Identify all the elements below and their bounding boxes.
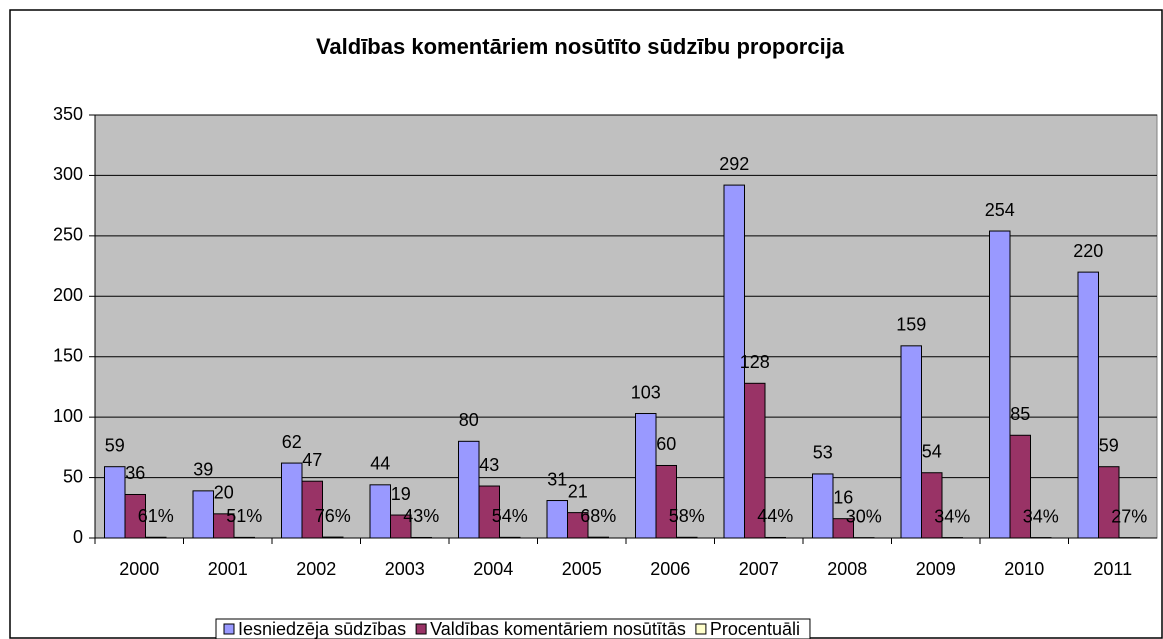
legend-swatch: [695, 623, 707, 635]
bar: [192, 490, 214, 539]
x-tick-label: 2006: [650, 559, 690, 579]
x-tick-label: 2007: [739, 559, 779, 579]
plot-area: [94, 114, 1158, 539]
data-label: 80: [459, 410, 479, 430]
data-label: 34%: [1023, 506, 1059, 526]
data-label: 59: [105, 435, 125, 455]
data-label: 30%: [846, 506, 882, 526]
data-label: 21: [568, 481, 588, 501]
data-label: 54: [922, 441, 942, 461]
data-label: 103: [631, 382, 661, 402]
y-tick-label: 250: [53, 225, 83, 245]
bar: [546, 500, 568, 539]
bar: [458, 440, 480, 539]
data-label: 54%: [492, 506, 528, 526]
bar: [104, 466, 126, 539]
data-label: 68%: [580, 506, 616, 526]
chart-title: Valdības komentāriem nosūtīto sūdzību pr…: [316, 34, 845, 59]
data-label: 128: [740, 352, 770, 372]
bar: [635, 413, 657, 539]
y-tick-label: 150: [53, 345, 83, 365]
data-label: 85: [1010, 404, 1030, 424]
bar: [812, 473, 834, 539]
data-label: 292: [719, 154, 749, 174]
data-label: 39: [193, 460, 213, 480]
x-tick-label: 2000: [119, 559, 159, 579]
x-tick-label: 2004: [473, 559, 513, 579]
data-label: 16: [833, 487, 853, 507]
legend-label: Valdības komentāriem nosūtītās: [430, 619, 686, 639]
data-label: 43%: [403, 506, 439, 526]
data-label: 44: [370, 454, 390, 474]
legend-label: Procentuāli: [710, 619, 800, 639]
data-label: 220: [1073, 241, 1103, 261]
bar: [1077, 271, 1099, 539]
y-tick-label: 300: [53, 164, 83, 184]
legend-label: Iesniedzēja sūdzības: [238, 619, 406, 639]
data-label: 43: [479, 455, 499, 475]
bar: [281, 462, 303, 539]
data-label: 47: [302, 450, 322, 470]
y-tick-label: 200: [53, 285, 83, 305]
bar: [989, 230, 1011, 539]
data-label: 36: [125, 463, 145, 483]
data-label: 58%: [669, 506, 705, 526]
y-tick-label: 350: [53, 104, 83, 124]
x-tick-label: 2008: [827, 559, 867, 579]
data-label: 254: [985, 200, 1015, 220]
y-tick-label: 0: [73, 527, 83, 547]
x-tick-label: 2005: [562, 559, 602, 579]
data-label: 19: [391, 484, 411, 504]
bar: [655, 464, 677, 539]
x-tick-label: 2009: [916, 559, 956, 579]
x-tick-label: 2010: [1004, 559, 1044, 579]
data-label: 53: [813, 443, 833, 463]
data-label: 20: [214, 483, 234, 503]
y-tick-label: 50: [63, 466, 83, 486]
bar: [1098, 466, 1120, 539]
data-label: 60: [656, 434, 676, 454]
data-label: 27%: [1111, 506, 1147, 526]
x-tick-label: 2001: [208, 559, 248, 579]
legend-box: [215, 618, 811, 639]
legend-swatch: [415, 623, 427, 635]
data-label: 51%: [226, 506, 262, 526]
data-label: 31: [547, 469, 567, 489]
data-label: 59: [1099, 435, 1119, 455]
bar: [900, 345, 922, 539]
data-label: 76%: [315, 506, 351, 526]
legend-swatch: [223, 623, 235, 635]
data-label: 44%: [757, 506, 793, 526]
y-tick-label: 100: [53, 406, 83, 426]
x-tick-label: 2002: [296, 559, 336, 579]
data-label: 159: [896, 315, 926, 335]
data-label: 61%: [138, 506, 174, 526]
data-label: 62: [282, 432, 302, 452]
data-label: 34%: [934, 506, 970, 526]
x-tick-label: 2011: [1093, 559, 1132, 579]
x-tick-label: 2003: [385, 559, 425, 579]
bar: [369, 484, 391, 539]
